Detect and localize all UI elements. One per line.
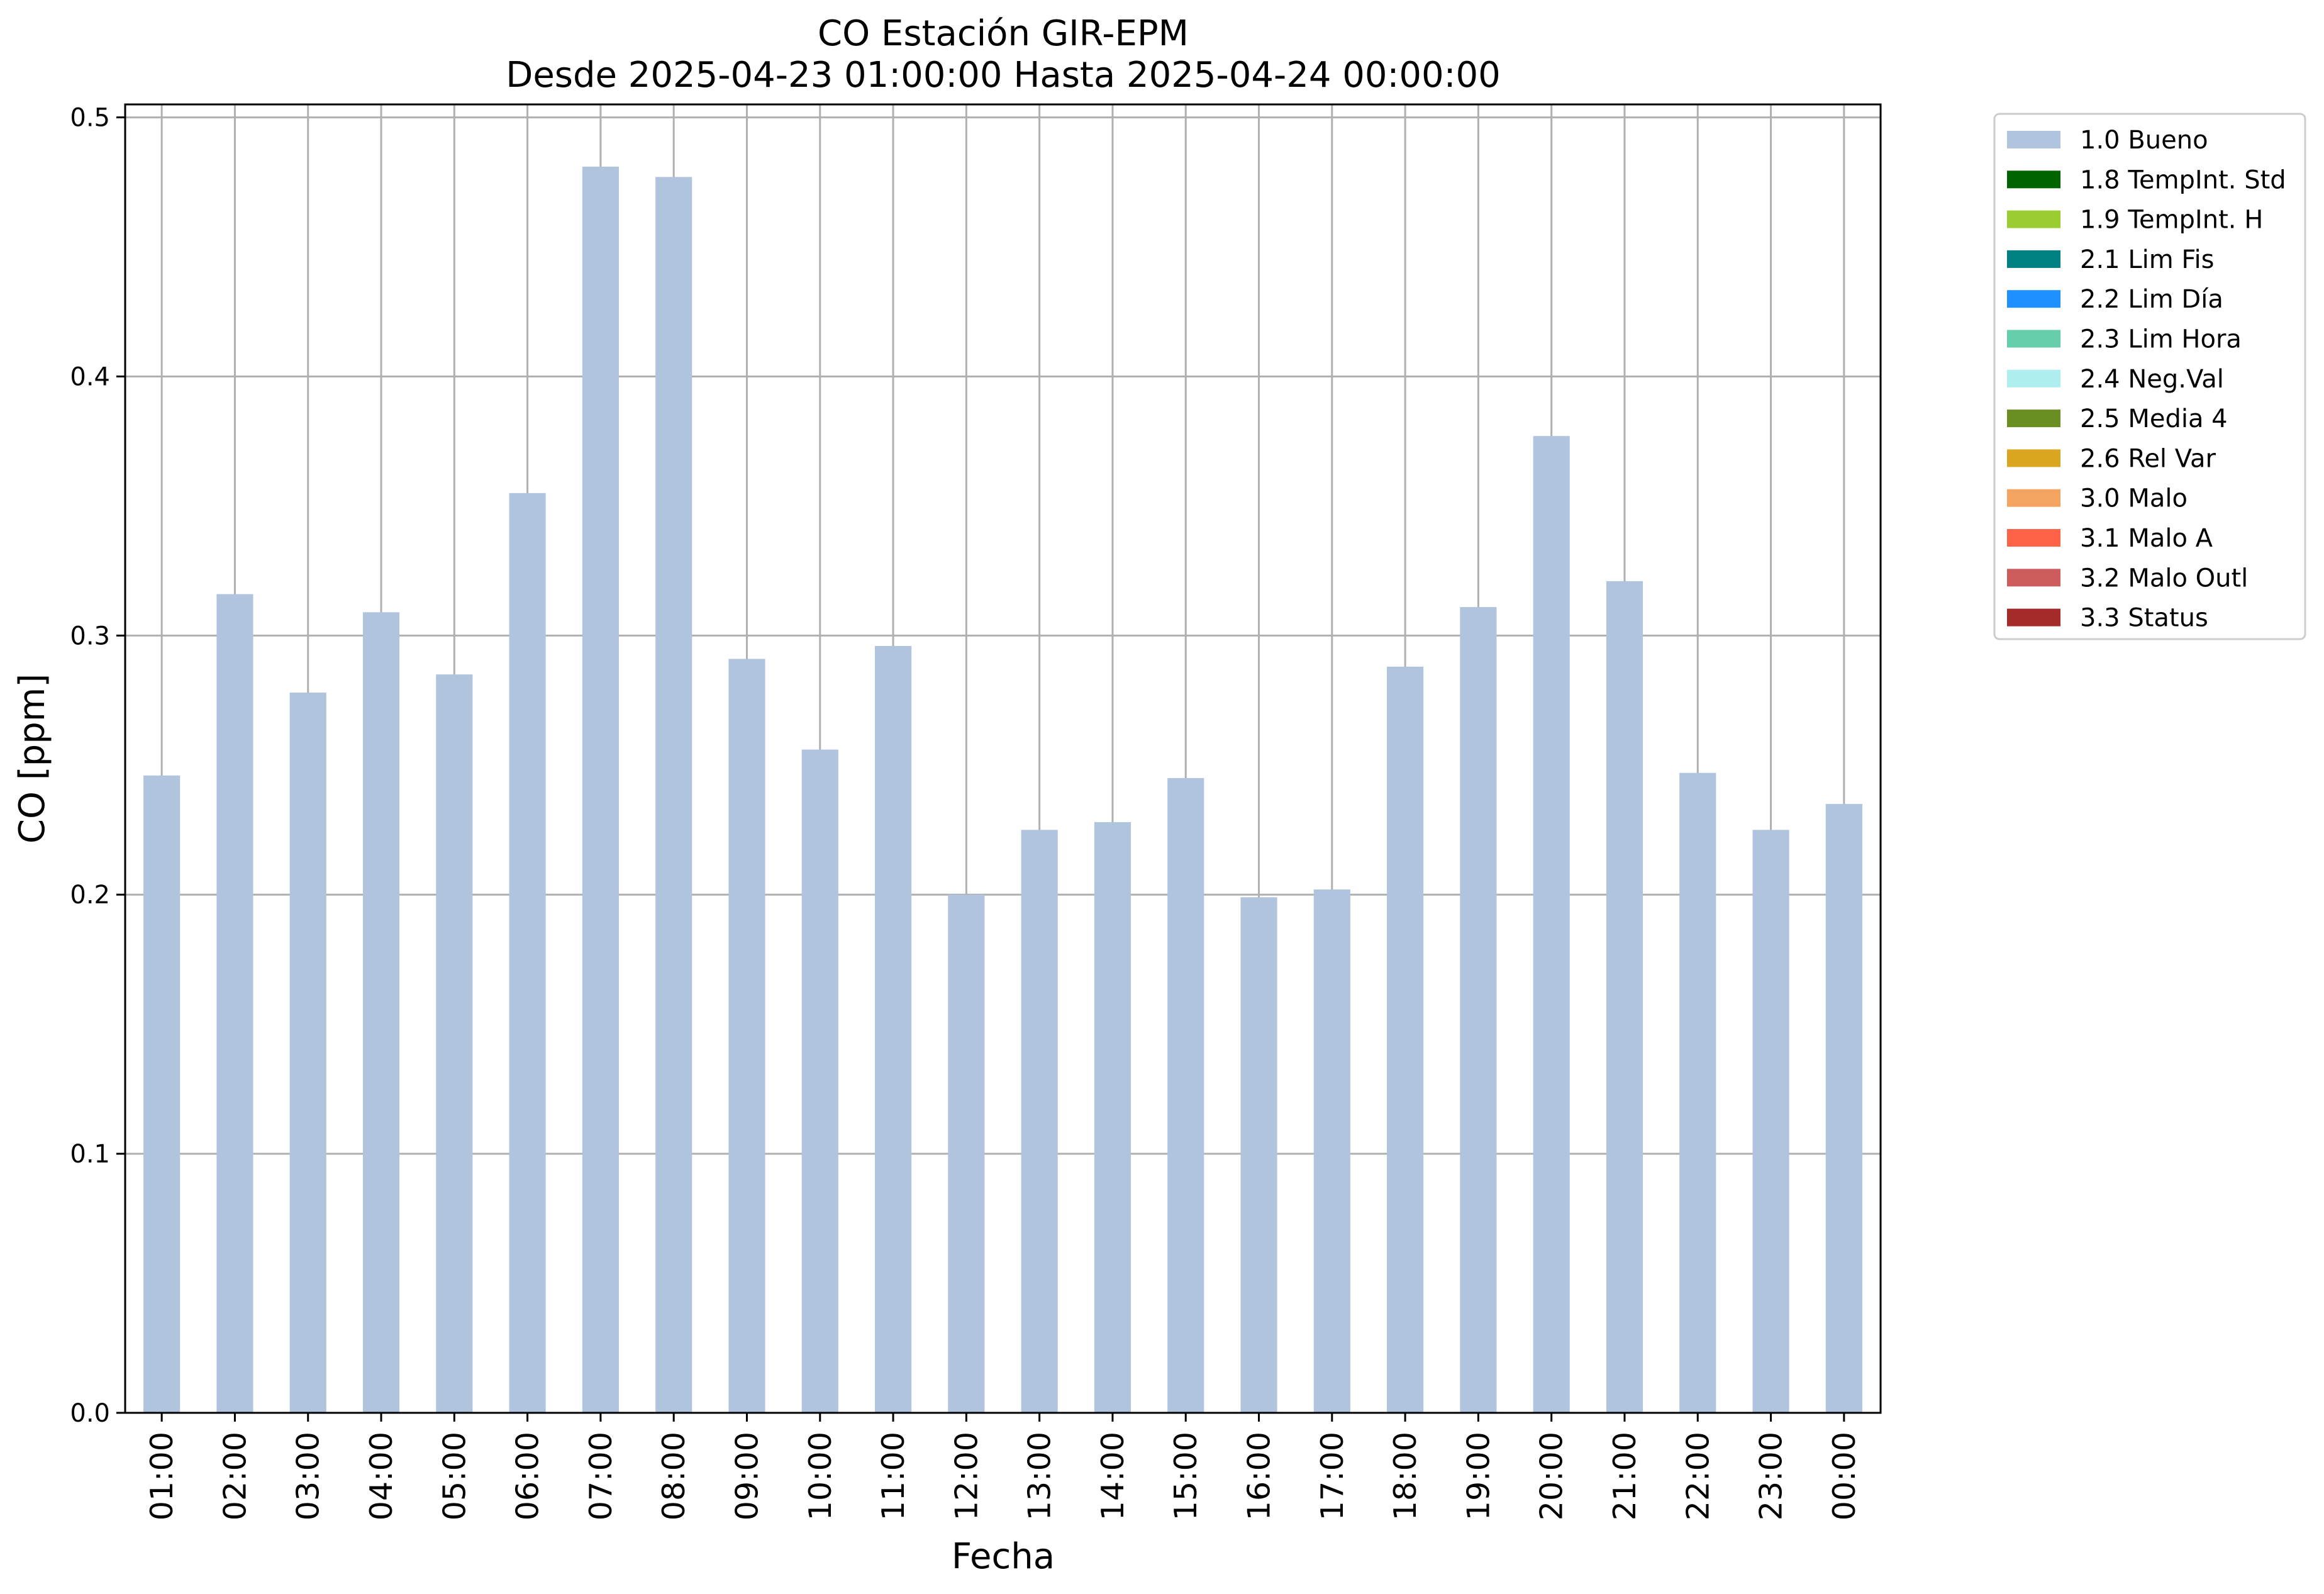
legend-swatch [2007, 609, 2060, 627]
x-tick-label: 08:00 [656, 1432, 692, 1520]
y-tick-label: 0.4 [70, 362, 110, 391]
bar-2300 [1752, 830, 1789, 1413]
x-tick-label: 18:00 [1387, 1432, 1423, 1520]
x-tick-label: 04:00 [364, 1432, 399, 1520]
x-tick-label: 01:00 [144, 1432, 180, 1520]
chart-title: CO Estación GIR-EPM [818, 13, 1189, 54]
bar-2100 [1606, 581, 1643, 1413]
x-tick-label: 19:00 [1460, 1432, 1496, 1520]
bar-1300 [1021, 830, 1058, 1413]
x-tick-label: 06:00 [510, 1432, 546, 1520]
chart-subtitle: Desde 2025-04-23 01:00:00 Hasta 2025-04-… [506, 55, 1501, 96]
legend-swatch [2007, 211, 2060, 228]
y-tick-label: 0.0 [70, 1399, 110, 1428]
x-tick-label: 23:00 [1754, 1432, 1789, 1520]
legend-swatch [2007, 449, 2060, 467]
x-tick-label: 17:00 [1315, 1432, 1350, 1520]
bar-1900 [1460, 607, 1496, 1413]
legend-swatch [2007, 370, 2060, 387]
x-tick-label: 00:00 [1826, 1432, 1862, 1520]
x-tick-label: 13:00 [1022, 1432, 1058, 1520]
x-tick-label: 22:00 [1680, 1432, 1716, 1520]
legend-label: 1.9 TempInt. H [2080, 206, 2263, 235]
legend-swatch [2007, 410, 2060, 427]
x-tick-label: 02:00 [217, 1432, 253, 1520]
bar-0700 [582, 167, 619, 1413]
legend-label: 2.2 Lim Día [2080, 285, 2223, 314]
bar-1600 [1240, 897, 1277, 1413]
bar-1000 [802, 750, 838, 1413]
bar-1500 [1167, 778, 1204, 1413]
x-tick-label: 07:00 [583, 1432, 619, 1520]
bar-2000 [1533, 436, 1570, 1413]
x-tick-label: 20:00 [1534, 1432, 1570, 1520]
legend-swatch [2007, 529, 2060, 547]
x-tick-label: 05:00 [436, 1432, 472, 1520]
legend-swatch [2007, 489, 2060, 507]
bar-0100 [143, 776, 180, 1413]
bar-0500 [436, 674, 472, 1413]
bar-2200 [1679, 773, 1716, 1413]
bar-1200 [948, 895, 984, 1413]
bar-0000 [1826, 804, 1862, 1413]
bar-1700 [1314, 889, 1350, 1413]
x-tick-label: 14:00 [1095, 1432, 1131, 1520]
legend-swatch [2007, 569, 2060, 586]
bar-0200 [216, 594, 253, 1413]
y-tick-label: 0.1 [70, 1140, 110, 1169]
legend-label: 2.3 Lim Hora [2080, 325, 2242, 354]
legend-label: 3.0 Malo [2080, 484, 2188, 513]
x-tick-label: 03:00 [291, 1432, 326, 1520]
legend-swatch [2007, 170, 2060, 188]
x-tick-label: 10:00 [803, 1432, 838, 1520]
bar-0400 [363, 612, 399, 1413]
x-tick-label: 21:00 [1607, 1432, 1643, 1520]
y-tick-label: 0.2 [70, 881, 110, 910]
legend-label: 2.5 Media 4 [2080, 404, 2228, 433]
legend-label: 1.8 TempInt. Std [2080, 165, 2286, 194]
bar-1400 [1094, 822, 1131, 1413]
x-tick-label: 15:00 [1168, 1432, 1204, 1520]
x-axis-label: Fecha [952, 1536, 1055, 1577]
legend-swatch [2007, 290, 2060, 308]
legend-swatch [2007, 330, 2060, 348]
bar-1800 [1387, 667, 1423, 1413]
y-axis-label: CO [ppm] [12, 674, 53, 844]
bar-1100 [875, 646, 911, 1413]
bar-0900 [728, 659, 765, 1413]
y-tick-label: 0.3 [70, 621, 110, 650]
legend-label: 2.4 Neg.Val [2080, 365, 2224, 394]
legend-label: 1.0 Bueno [2080, 126, 2208, 155]
bar-0800 [655, 177, 692, 1413]
legend-label: 3.3 Status [2080, 604, 2208, 633]
legend: 1.0 Bueno 1.8 TempInt. Std 1.9 TempInt. H 2… [1994, 114, 2305, 639]
y-tick-label: 0.5 [70, 104, 110, 133]
legend-label: 3.2 Malo Outl [2080, 564, 2248, 593]
x-tick-label: 09:00 [729, 1432, 765, 1520]
legend-label: 2.6 Rel Var [2080, 444, 2216, 473]
legend-swatch [2007, 250, 2060, 268]
legend-swatch [2007, 131, 2060, 148]
legend-label: 3.1 Malo A [2080, 524, 2213, 553]
bar-0300 [290, 693, 326, 1413]
x-tick-label: 16:00 [1242, 1432, 1277, 1520]
legend-label: 2.1 Lim Fis [2080, 245, 2214, 274]
x-tick-label: 11:00 [876, 1432, 911, 1520]
bar-0600 [509, 493, 546, 1413]
x-tick-label: 12:00 [948, 1432, 984, 1520]
